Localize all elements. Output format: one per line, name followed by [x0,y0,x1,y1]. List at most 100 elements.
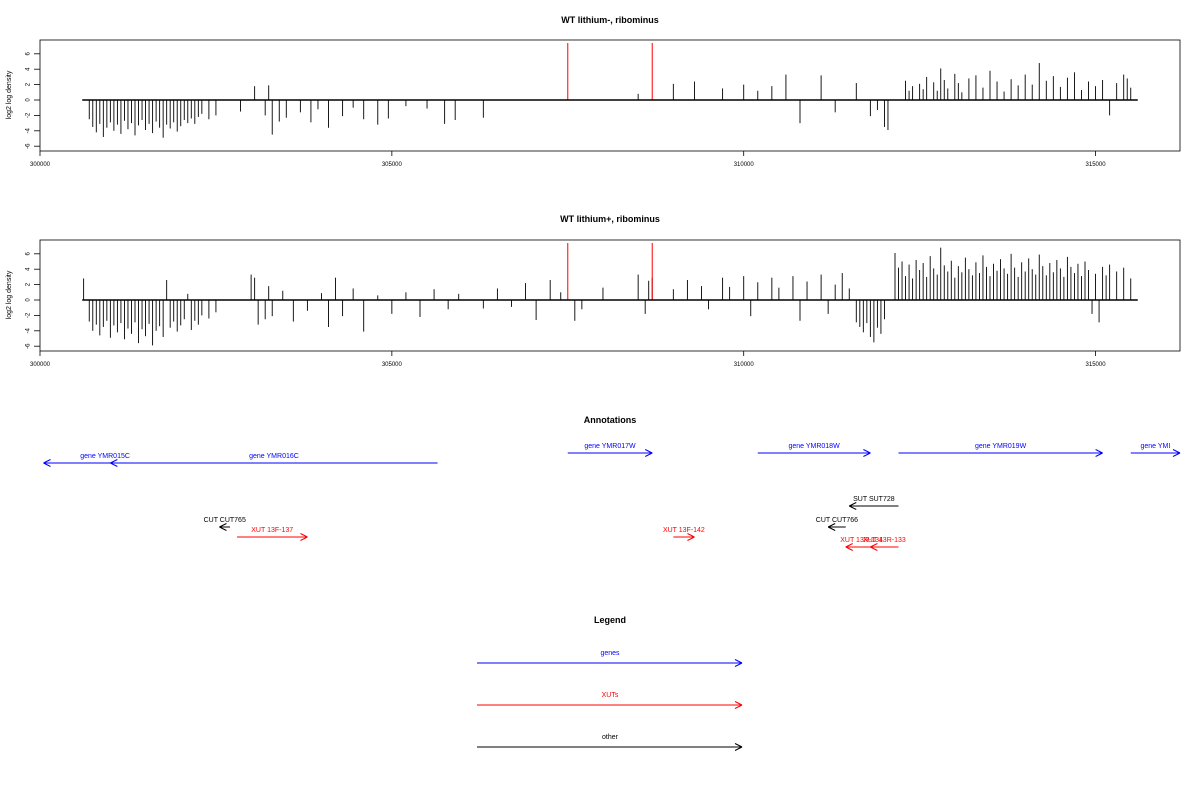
legend-items: genes XUTs other [477,650,743,751]
annotation-arrow-head [1172,449,1181,454]
annotation-feature: CUT CUT766 [816,517,858,531]
annotation-arrow-head [644,449,653,454]
y-tick-label: -2 [26,112,32,118]
annotation-feature: gene YMI [1130,443,1181,457]
annotation-label: XUT 13F-137 [251,527,293,534]
annotation-feature: gene YMR016C [110,453,438,467]
y-tick-label: -6 [26,143,32,149]
annotation-label: XUT 13F-142 [663,527,705,534]
legend-label: XUTs [602,692,619,699]
annotation-arrow-head [863,452,871,457]
y-tick-label: 0 [26,298,32,302]
y-tick-label: 4 [26,267,32,271]
annotation-label: CUT CUT766 [816,517,858,524]
annotation-label: gene YMR016C [249,453,299,460]
panel-2-x-ticks: 300000 305000 310000 315000 [30,351,1106,368]
annotation-arrow-head [110,459,118,464]
legend-section: Legend genes XUTs other [477,615,743,751]
annotation-arrow-head [870,543,878,548]
annotation-feature: gene YMR019W [898,443,1103,457]
annotation-label: gene YMR015C [80,453,130,460]
panel-1-x-ticks: 300000 305000 310000 315000 [30,151,1106,168]
panel-2-bars [83,247,1132,346]
annotation-feature: SUT SUT728 [849,496,899,510]
annotation-feature: XUT 13F-142 [663,527,705,541]
annotation-arrow-head [687,533,695,538]
panel-2-title: WT lithium+, ribominus [560,214,660,224]
legend-arrow-head [734,701,743,706]
panel-1-title: WT lithium-, ribominus [561,15,659,25]
annotation-arrow-head [43,462,51,467]
annotation-arrow-head [849,502,857,507]
legend-label: other [602,734,619,741]
annotation-feature: gene YMR017W [567,443,653,457]
annotation-label: gene YMR019W [975,443,1027,450]
annotation-arrow-head [219,526,227,531]
y-tick-label: 6 [26,251,32,255]
legend-label: genes [600,650,620,657]
annotation-feature: gene YMR018W [757,443,871,457]
x-tick-label: 310000 [734,162,755,168]
annotation-label: CUT CUT765 [204,517,246,524]
y-tick-label: -2 [26,312,32,318]
annotation-features: gene YMR015C gene YMR016C gene YMR017W gene… [43,443,1181,551]
annotation-label: gene YMI [1140,443,1170,450]
annotation-arrow-head [849,505,857,510]
annotation-arrow-head [845,543,853,548]
legend-arrow-head [734,743,743,748]
annotation-arrow-head [219,523,227,528]
legend-item: genes [477,650,743,667]
panel-1-ylabel: log2 log density [6,70,13,119]
annotation-arrow-head [1095,452,1103,457]
annotation-label: SUT SUT728 [853,496,895,503]
y-tick-label: -4 [26,127,32,133]
annotation-arrow-head [827,526,836,531]
annotation-arrow-head [845,546,853,551]
annotation-arrow-head [300,536,308,541]
panel-1-y-ticks: -6 -4 -2 0 2 4 6 [26,51,40,149]
annotation-arrow-head [110,462,118,467]
legend-arrow-head [734,662,743,667]
annotation-arrow-head [863,449,871,454]
legend-item: other [477,734,743,751]
x-tick-label: 310000 [734,362,755,368]
annotations-section: Annotations gene YMR015C gene YMR016Cgene… [43,415,1181,551]
y-tick-label: 4 [26,67,32,71]
legend-arrow-head [734,659,743,664]
annotation-arrow-head [870,546,878,551]
annotations-title: Annotations [584,415,637,425]
annotation-feature: CUT CUT765 [204,517,246,531]
panel-2-plot-frame [39,239,1181,352]
annotation-arrow-head [644,452,653,457]
y-tick-label: 2 [26,282,32,286]
x-tick-label: 305000 [382,162,403,168]
y-tick-label: 0 [26,98,32,102]
annotation-feature: gene YMR015C [43,453,167,467]
annotation-feature: XUT 13R-133 [863,537,906,551]
annotation-arrow-head [687,536,695,541]
annotation-label: gene YMR017W [584,443,636,450]
annotation-feature: XUT 13F-137 [237,527,308,541]
y-tick-label: -6 [26,343,32,349]
x-tick-label: 300000 [30,162,51,168]
annotation-arrow-head [43,459,51,464]
y-tick-label: 2 [26,82,32,86]
panel-lithium-minus: WT lithium-, ribominus log2 log density … [6,15,1181,168]
annotation-label: XUT 13R-134 [840,537,883,544]
legend-arrow-head [734,704,743,709]
annotation-arrow-head [1095,449,1103,454]
annotation-label: gene YMR018W [788,443,840,450]
annotation-label: XUT 13R-133 [863,537,906,544]
annotation-arrow-head [300,533,308,538]
annotation-arrow-head [1172,452,1181,457]
legend-item: XUTs [477,692,743,709]
x-tick-label: 315000 [1086,162,1107,168]
panel-1-plot-frame [39,39,1181,152]
annotation-arrow-head [827,523,836,528]
panel-1-red-markers [567,43,653,100]
legend-arrow-head [734,746,743,751]
panel-2-ylabel: log2 log density [6,270,13,319]
panel-1-bars [88,63,1132,138]
panel-2-y-ticks: -6 -4 -2 0 2 4 6 [26,251,40,349]
